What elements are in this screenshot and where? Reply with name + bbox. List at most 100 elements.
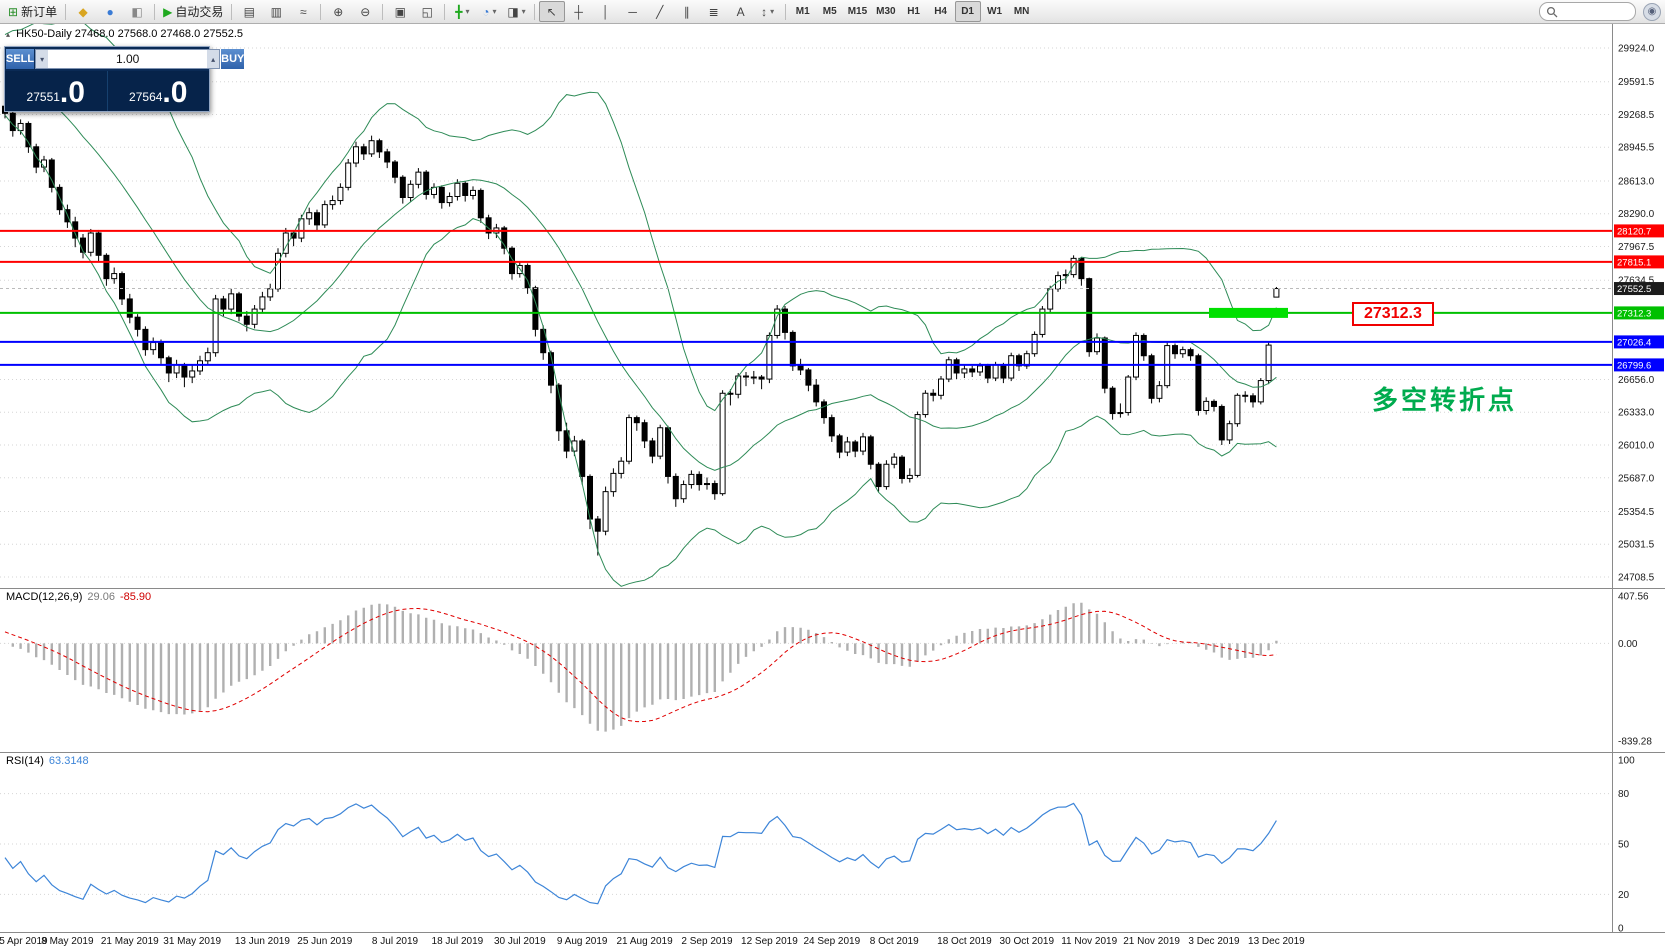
svg-text:13 Dec 2019: 13 Dec 2019 [1248,936,1305,947]
timeframe-m1-button[interactable]: M1 [790,1,816,22]
svg-text:27312.3: 27312.3 [1617,308,1651,319]
svg-text:27634.5: 27634.5 [1618,276,1655,287]
svg-text:3 Dec 2019: 3 Dec 2019 [1188,936,1240,947]
svg-text:28120.7: 28120.7 [1617,226,1651,237]
timeframe-h1-button[interactable]: H1 [901,1,927,22]
toolbar-separator [784,3,786,20]
price-chart-canvas[interactable]: 29924.0 29591.5 29268.5 28945.5 28613.0 28290… [0,24,1665,947]
timeframe-m15-button[interactable]: M15 [844,1,871,22]
panel-separator-rsi-dates[interactable] [0,932,1665,933]
crosshair-icon[interactable]: ┼ [566,1,592,22]
svg-text:25354.5: 25354.5 [1618,507,1655,518]
tile-windows-icon[interactable]: ▣ [387,1,413,22]
vertical-line-icon[interactable]: │ [593,1,619,22]
svg-text:27815.1: 27815.1 [1617,257,1651,268]
sell-button[interactable]: SELL [6,49,35,69]
new-chart-icon: ╋ [455,4,463,19]
svg-text:27026.4: 27026.4 [1617,337,1651,348]
trendline-icon[interactable]: ╱ [647,1,673,22]
level-lines-layer[interactable] [0,229,1612,366]
svg-text:8 May 2019: 8 May 2019 [41,936,94,947]
timeframe-m5-button[interactable]: M5 [817,1,843,22]
new-order-button-icon: ⊞ [8,4,19,19]
cursor-icon[interactable]: ↖ [538,1,565,22]
fibonacci-icon[interactable]: ≣ [701,1,727,22]
volume-input[interactable] [48,50,208,68]
autotrading-button[interactable]: ▶ 自动交易 [159,1,227,22]
timeframe-m30-button[interactable]: M30 [872,1,899,22]
text-tool-icon[interactable]: A [728,1,754,22]
charts-profile-icon[interactable]: ◆ [70,1,96,22]
volume-decrease-button[interactable]: ▾ [36,50,49,68]
data-window-icon[interactable]: ◧ [124,1,150,22]
macd-name: MACD(12,26,9) [6,591,83,603]
macd-indicator-label: MACD(12,26,9) 29.06 -85.90 [6,591,151,603]
candles-layer [2,102,1280,556]
timeframe-w1-button[interactable]: W1 [982,1,1008,22]
rsi-line [4,802,1277,905]
one-click-trading-panel: SELL ▾ ▴ BUY 27551.0 27564.0 [4,46,245,112]
svg-text:13 Jun 2019: 13 Jun 2019 [235,936,290,947]
timeframe-d1-button[interactable]: D1 [954,1,981,22]
svg-text:50: 50 [1618,840,1630,851]
rsi-name: RSI(14) [6,755,44,767]
svg-text:-839.28: -839.28 [1618,737,1652,748]
timeframe-h4-button-label: H4 [934,6,947,17]
bar-chart-icon[interactable]: ▤ [236,1,262,22]
svg-text:29924.0: 29924.0 [1618,44,1655,55]
svg-text:25 Jun 2019: 25 Jun 2019 [297,936,352,947]
collapse-arrow-icon[interactable]: ▴ [6,30,11,39]
price-divider [106,71,108,111]
rsi-value: 63.3148 [48,755,89,767]
panel-separator-main-macd[interactable] [0,588,1665,589]
cascade-windows-icon[interactable]: ◱ [414,1,440,22]
sell-price-main: 27551 [26,90,60,104]
period-icon[interactable]: ◔ ▾ [476,1,502,22]
buy-price[interactable]: 27564.0 [108,71,210,111]
svg-text:407.56: 407.56 [1618,592,1649,603]
timeframe-h1-button-label: H1 [907,6,920,17]
caret-down-icon: ▾ [521,7,526,16]
timeframe-d1-button-label: D1 [961,6,974,17]
horizontal-line-icon[interactable]: ─ [620,1,646,22]
market-watch-icon[interactable]: ● [97,1,123,22]
grid-layer [0,47,1612,895]
autotrading-button-label: 自动交易 [175,5,224,19]
buy-button[interactable]: BUY [221,49,245,69]
svg-text:30 Jul 2019: 30 Jul 2019 [494,936,546,947]
turning-point-annotation: 多空转折点 [1372,385,1518,415]
new-chart-icon[interactable]: ╋ ▾ [449,1,475,22]
new-order-button-label: 新订单 [21,5,58,19]
ohlc-values-label: 27468.0 27568.0 27468.0 27552.5 [74,28,243,40]
template-icon[interactable]: ◨ ▾ [503,1,529,22]
candlestick-chart-icon[interactable]: ▥ [263,1,289,22]
charts-profile-icon: ◆ [78,4,88,19]
timeframe-w1-button-label: W1 [987,6,1003,17]
search-input[interactable] [1561,4,1629,19]
toolbar-separator [382,3,384,20]
crosshair-icon: ┼ [574,4,583,19]
market-watch-icon: ● [106,4,114,19]
price-callout-label[interactable]: 27312.3 [1352,302,1434,326]
svg-text:0.00: 0.00 [1618,639,1638,650]
price-axis[interactable]: 29924.0 29591.5 29268.5 28945.5 28613.0 28290… [1614,44,1664,935]
rsi-indicator-label: RSI(14) 63.3148 [6,755,89,767]
zoom-out-icon[interactable]: ⊖ [352,1,378,22]
svg-text:0: 0 [1618,924,1624,935]
search-icon [1546,6,1558,17]
community-icon[interactable]: ◉ [1643,2,1661,21]
arrows-tool-icon[interactable]: ↕ ▾ [755,1,781,22]
line-chart-icon[interactable]: ≈ [290,1,316,22]
panel-separator-macd-rsi[interactable] [0,752,1665,753]
new-order-button[interactable]: ⊞ 新订单 [4,1,61,22]
bar-chart-icon: ▤ [243,4,255,19]
timeframe-h4-button[interactable]: H4 [928,1,954,22]
zoom-in-icon[interactable]: ⊕ [325,1,351,22]
timeframe-mn-button[interactable]: MN [1009,1,1035,22]
svg-text:8 Jul 2019: 8 Jul 2019 [372,936,419,947]
volume-increase-button[interactable]: ▴ [207,50,220,68]
sell-price[interactable]: 27551.0 [5,71,107,111]
channel-icon[interactable]: ∥ [674,1,700,22]
